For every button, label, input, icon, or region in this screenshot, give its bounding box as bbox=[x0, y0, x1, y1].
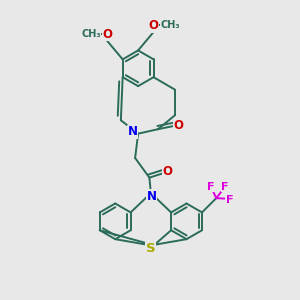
Text: F: F bbox=[221, 182, 229, 192]
Text: O: O bbox=[148, 19, 159, 32]
Text: S: S bbox=[146, 242, 156, 255]
Text: O: O bbox=[163, 165, 173, 178]
Text: O: O bbox=[102, 28, 112, 41]
Text: N: N bbox=[128, 125, 138, 138]
Text: F: F bbox=[207, 182, 215, 192]
Text: CH₃: CH₃ bbox=[160, 20, 180, 31]
Text: CH₃: CH₃ bbox=[81, 29, 101, 39]
Text: F: F bbox=[226, 195, 233, 205]
Text: N: N bbox=[146, 190, 157, 202]
Text: O: O bbox=[173, 118, 184, 131]
